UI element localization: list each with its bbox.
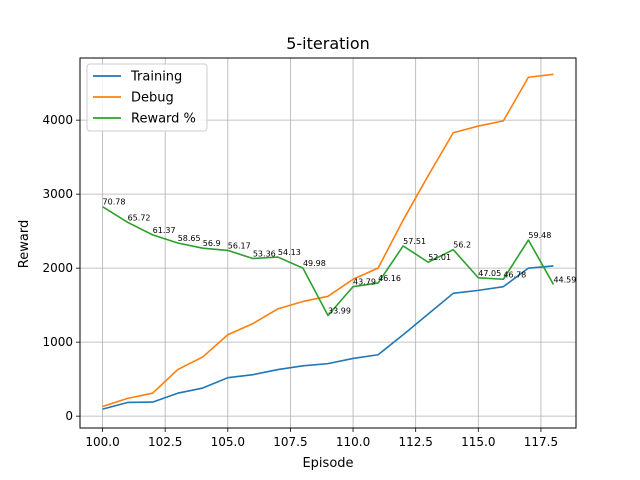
legend: Training Debug Reward %: [86, 63, 208, 132]
legend-label: Training: [130, 70, 182, 85]
grid-lines: [80, 58, 576, 428]
legend-label: Reward %: [131, 112, 196, 127]
series-line-debug: [102, 73, 554, 408]
data-point-label: 49.98: [303, 259, 326, 268]
y-tick-label: 1000: [42, 335, 73, 349]
series-line-training: [102, 265, 554, 410]
x-axis-label: Episode: [302, 456, 353, 471]
data-point-label: 57.51: [403, 237, 426, 246]
data-point-label: 61.37: [153, 226, 176, 235]
y-axis-label: Reward: [17, 220, 32, 268]
plot-area-frame: [79, 57, 577, 429]
x-tick-label: 100.0: [85, 435, 119, 449]
x-tick-label: 102.5: [148, 435, 182, 449]
data-point-label: 53.36: [253, 250, 276, 259]
data-point-label: 58.65: [178, 234, 201, 243]
x-tick-label: 105.0: [211, 435, 245, 449]
data-point-label: 56.9: [203, 239, 221, 248]
data-point-label: 56.17: [228, 241, 251, 250]
x-tick-label: 117.5: [524, 435, 558, 449]
x-tick-label: 110.0: [336, 435, 370, 449]
data-point-label: 33.99: [328, 307, 351, 316]
axis-ticks: 100.0 102.5 105.0 107.5 110.0 112.5 115.0 117.5…: [42, 113, 558, 449]
series-layer: [102, 73, 555, 410]
data-point-label: 59.48: [528, 231, 551, 240]
data-point-label: 65.72: [128, 213, 151, 222]
x-tick-label: 115.0: [461, 435, 495, 449]
data-point-label: 43.79: [353, 278, 376, 287]
data-point-label: 46.16: [378, 274, 401, 283]
x-tick-label: 112.5: [398, 435, 432, 449]
y-tick-label: 2000: [42, 261, 73, 275]
data-point-label: 46.78: [503, 270, 526, 279]
data-point-label: 44.59: [553, 275, 576, 284]
x-tick-label: 107.5: [273, 435, 307, 449]
series-line-reward: [102, 206, 555, 317]
data-point-label: 47.05: [478, 269, 501, 278]
data-point-label: 54.13: [278, 248, 301, 257]
chart-title: 5-iteration: [286, 34, 370, 53]
legend-label: Debug: [131, 91, 174, 106]
y-tick-label: 0: [65, 409, 73, 423]
y-tick-label: 3000: [42, 187, 73, 201]
data-point-label: 70.78: [103, 198, 126, 207]
legend-box: [86, 63, 208, 132]
data-point-label: 56.2: [453, 241, 471, 250]
y-tick-label: 4000: [42, 113, 73, 127]
data-point-label: 52.01: [428, 253, 451, 262]
